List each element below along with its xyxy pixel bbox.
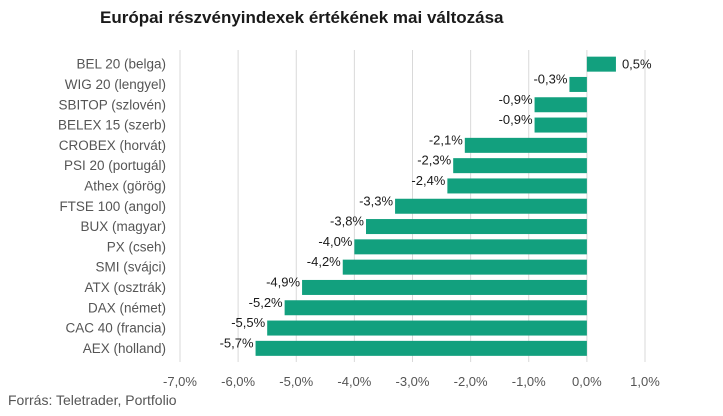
- category-labels: BEL 20 (belga) WIG 20 (lengyel) SBITOP (sz…: [58, 57, 166, 356]
- bar: [586, 56, 616, 72]
- bar: [534, 117, 587, 133]
- chart-title: Európai részvényindexek értékének mai vá…: [100, 8, 504, 27]
- bar: [395, 198, 587, 214]
- bars: [255, 56, 616, 356]
- bar: [464, 137, 587, 153]
- x-axis-ticks: -7,0% -6,0% -5,0% -4,0% -3,0% -2,0% -1,0% 0,0% 1…: [163, 374, 660, 389]
- x-tick-label: -1,0%: [512, 374, 546, 389]
- category-label: SBITOP (szlovén): [58, 97, 166, 112]
- value-label: -0,9%: [499, 92, 533, 107]
- x-tick-label: -2,0%: [454, 374, 488, 389]
- category-label: DAX (német): [88, 300, 166, 315]
- x-tick-label: -6,0%: [221, 374, 255, 389]
- value-label: -0,9%: [499, 112, 533, 127]
- value-label: -4,9%: [266, 274, 300, 289]
- x-tick-label: 1,0%: [630, 374, 660, 389]
- category-label: WIG 20 (lengyel): [65, 77, 166, 92]
- bar: [447, 178, 587, 194]
- value-label: -2,4%: [411, 173, 445, 188]
- value-label: -5,5%: [231, 315, 265, 330]
- category-label: Athex (görög): [84, 178, 166, 193]
- bar: [267, 320, 587, 336]
- value-label: -4,2%: [307, 254, 341, 269]
- value-label: -5,2%: [249, 295, 283, 310]
- category-label: BEL 20 (belga): [76, 57, 166, 72]
- value-label: -2,3%: [417, 153, 451, 168]
- x-tick-label: -5,0%: [279, 374, 313, 389]
- bar: [453, 158, 587, 174]
- bar: [284, 300, 587, 316]
- bar: [569, 76, 587, 92]
- category-label: SMI (svájci): [96, 260, 167, 275]
- category-label: CAC 40 (francia): [65, 321, 166, 336]
- value-label: -4,0%: [318, 234, 352, 249]
- category-label: BUX (magyar): [80, 219, 166, 234]
- category-label: FTSE 100 (angol): [59, 199, 166, 214]
- bar: [255, 340, 587, 356]
- bar: [342, 259, 587, 275]
- x-tick-label: -3,0%: [396, 374, 430, 389]
- category-label: AEX (holland): [83, 341, 166, 356]
- value-labels: 0,5%-0,3%-0,9%-0,9%-2,1%-2,3%-2,4%-3,3%-…: [220, 57, 652, 351]
- source-note: Forrás: Teletrader, Portfolio: [8, 392, 177, 408]
- category-label: CROBEX (horvát): [59, 138, 166, 153]
- category-label: ATX (osztrák): [84, 280, 166, 295]
- category-label: PX (cseh): [107, 239, 166, 254]
- bar: [354, 239, 587, 255]
- x-tick-label: -7,0%: [163, 374, 197, 389]
- value-label: -3,8%: [330, 214, 364, 229]
- bar: [534, 97, 587, 113]
- category-label: PSI 20 (portugál): [64, 158, 166, 173]
- value-label: 0,5%: [622, 57, 652, 72]
- value-label: -0,3%: [533, 71, 567, 86]
- value-label: -2,1%: [429, 132, 463, 147]
- x-tick-label: 0,0%: [572, 374, 602, 389]
- value-label: -5,7%: [220, 335, 254, 350]
- x-tick-label: -4,0%: [337, 374, 371, 389]
- bar: [302, 279, 587, 295]
- value-label: -3,3%: [359, 193, 393, 208]
- category-label: BELEX 15 (szerb): [58, 118, 166, 133]
- bar: [366, 219, 587, 235]
